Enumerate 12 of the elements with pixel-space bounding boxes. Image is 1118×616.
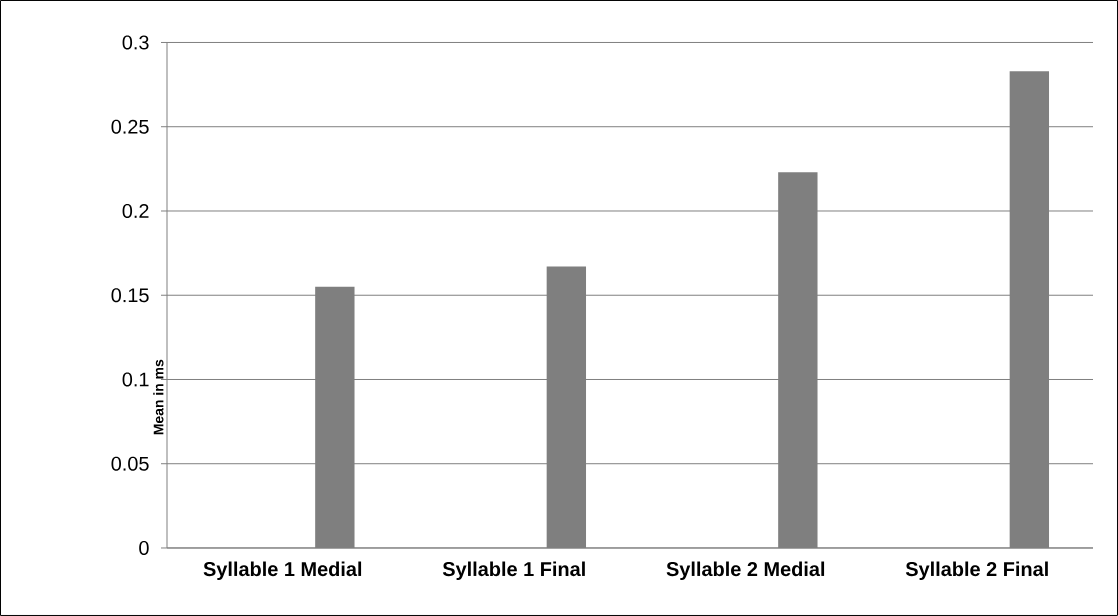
x-tick-label: Syllable 2 Final <box>905 561 1048 581</box>
y-tick-label: 0.1 <box>122 372 149 387</box>
y-tick-label: 0.3 <box>122 35 149 50</box>
x-tick-label: Syllable 1 Final <box>442 561 585 581</box>
x-tick-label: Syllable 1 Medial <box>203 561 362 581</box>
y-tick-label: 0.2 <box>122 203 149 219</box>
y-tick-label: 0.05 <box>111 456 149 471</box>
y-tick-label: 0.15 <box>111 288 149 303</box>
y-axis-title: Mean in ms <box>153 359 164 435</box>
y-tick-label: 0 <box>139 540 149 556</box>
y-tick-label: 0.25 <box>111 119 149 134</box>
x-tick-label: Syllable 2 Medial <box>666 561 825 581</box>
